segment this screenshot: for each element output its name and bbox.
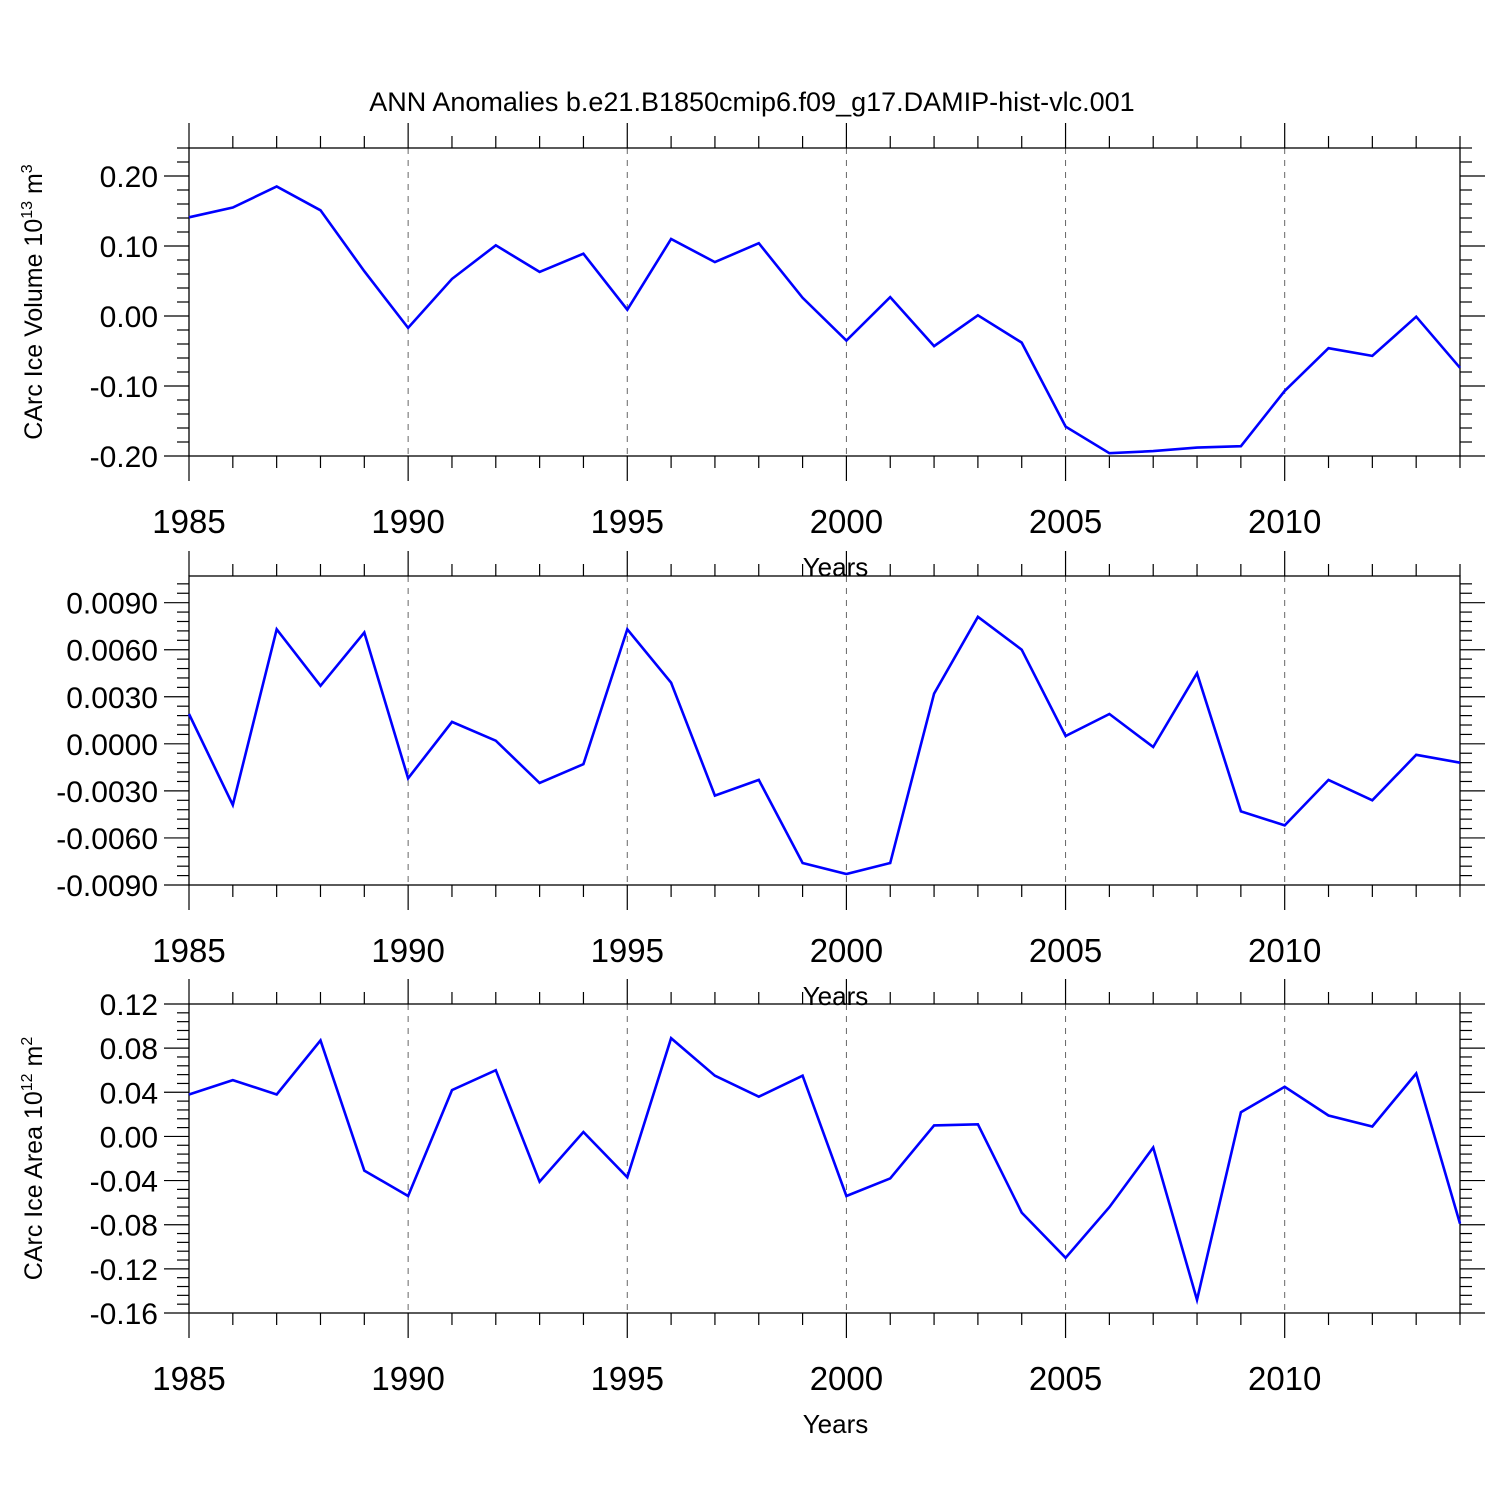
- chart-panel-1: -0.20 -0.10 0.00 0.10 0.20 1985 1990 1995 2000 20…: [19, 123, 1485, 582]
- x-tick-label: 2010: [1248, 503, 1321, 540]
- y-tick-label: 0.10: [100, 231, 158, 264]
- x-axis-label: Years: [803, 1409, 869, 1439]
- y-tick-label: 0.00: [100, 1121, 158, 1154]
- y-tick-label: -0.04: [90, 1166, 158, 1199]
- x-tick-label: 2005: [1029, 503, 1102, 540]
- x-tick-label: 1990: [371, 932, 444, 969]
- y-tick-label: -0.0030: [56, 776, 158, 809]
- y-tick-label: 0.12: [100, 989, 158, 1022]
- y-axis-label: CArc Ice Volume 1013 m3: [19, 164, 48, 440]
- y-tick-label: 0.08: [100, 1033, 158, 1066]
- y-tick-label: 0.0030: [66, 682, 158, 715]
- x-axis-label: Years: [803, 552, 869, 582]
- y-tick-label: -0.10: [90, 371, 158, 404]
- x-tick-label: 1985: [152, 503, 225, 540]
- y-tick-label: -0.12: [90, 1254, 158, 1287]
- y-tick-label: -0.08: [90, 1210, 158, 1243]
- y-tick-label: 0.00: [100, 301, 158, 334]
- plot-frame: [188, 575, 1461, 886]
- y-tick-label: -0.20: [90, 441, 158, 474]
- series-line: [188, 1035, 1462, 1305]
- y-tick-label: 0.20: [100, 161, 158, 194]
- y-axis-label: CArc Snow Volume 1013 m3: [0, 578, 4, 883]
- x-tick-label: 2000: [810, 932, 883, 969]
- x-tick-label: 2005: [1029, 932, 1102, 969]
- y-tick-label: -0.0090: [56, 870, 158, 903]
- y-tick-label: 0.0090: [66, 588, 158, 621]
- y-tick-label: 0.0060: [66, 635, 158, 668]
- x-tick-label: 2000: [810, 1360, 883, 1397]
- chart-panel-3: -0.16 -0.12 -0.08 -0.04 0.00 0.04 0.08 0.12 1985…: [19, 979, 1485, 1439]
- x-axis-label: Years: [803, 981, 869, 1011]
- chart-panel-2: -0.0090 -0.0060 -0.0030 0.0000 0.0030 0.0060 0…: [0, 551, 1485, 1011]
- x-tick-label: 1985: [152, 932, 225, 969]
- x-tick-label: 2005: [1029, 1360, 1102, 1397]
- y-tick-label: -0.16: [90, 1298, 158, 1331]
- y-axis-label: CArc Ice Area 1012 m2: [19, 1037, 48, 1281]
- chart-title: ANN Anomalies b.e21.B1850cmip6.f09_g17.D…: [369, 87, 1134, 117]
- x-tick-label: 2010: [1248, 1360, 1321, 1397]
- x-tick-label: 2000: [810, 503, 883, 540]
- x-tick-label: 1995: [591, 503, 664, 540]
- y-tick-label: -0.0060: [56, 823, 158, 856]
- y-tick-label: 0.0000: [66, 729, 158, 762]
- x-tick-label: 1985: [152, 1360, 225, 1397]
- series-line: [188, 185, 1461, 455]
- x-tick-label: 1990: [371, 1360, 444, 1397]
- x-tick-label: 2010: [1248, 932, 1321, 969]
- plot-frame: [188, 1003, 1461, 1314]
- x-tick-label: 1995: [591, 932, 664, 969]
- y-tick-label: 0.04: [100, 1077, 158, 1110]
- x-tick-label: 1995: [591, 1360, 664, 1397]
- series-line: [187, 614, 1461, 876]
- x-tick-label: 1990: [371, 503, 444, 540]
